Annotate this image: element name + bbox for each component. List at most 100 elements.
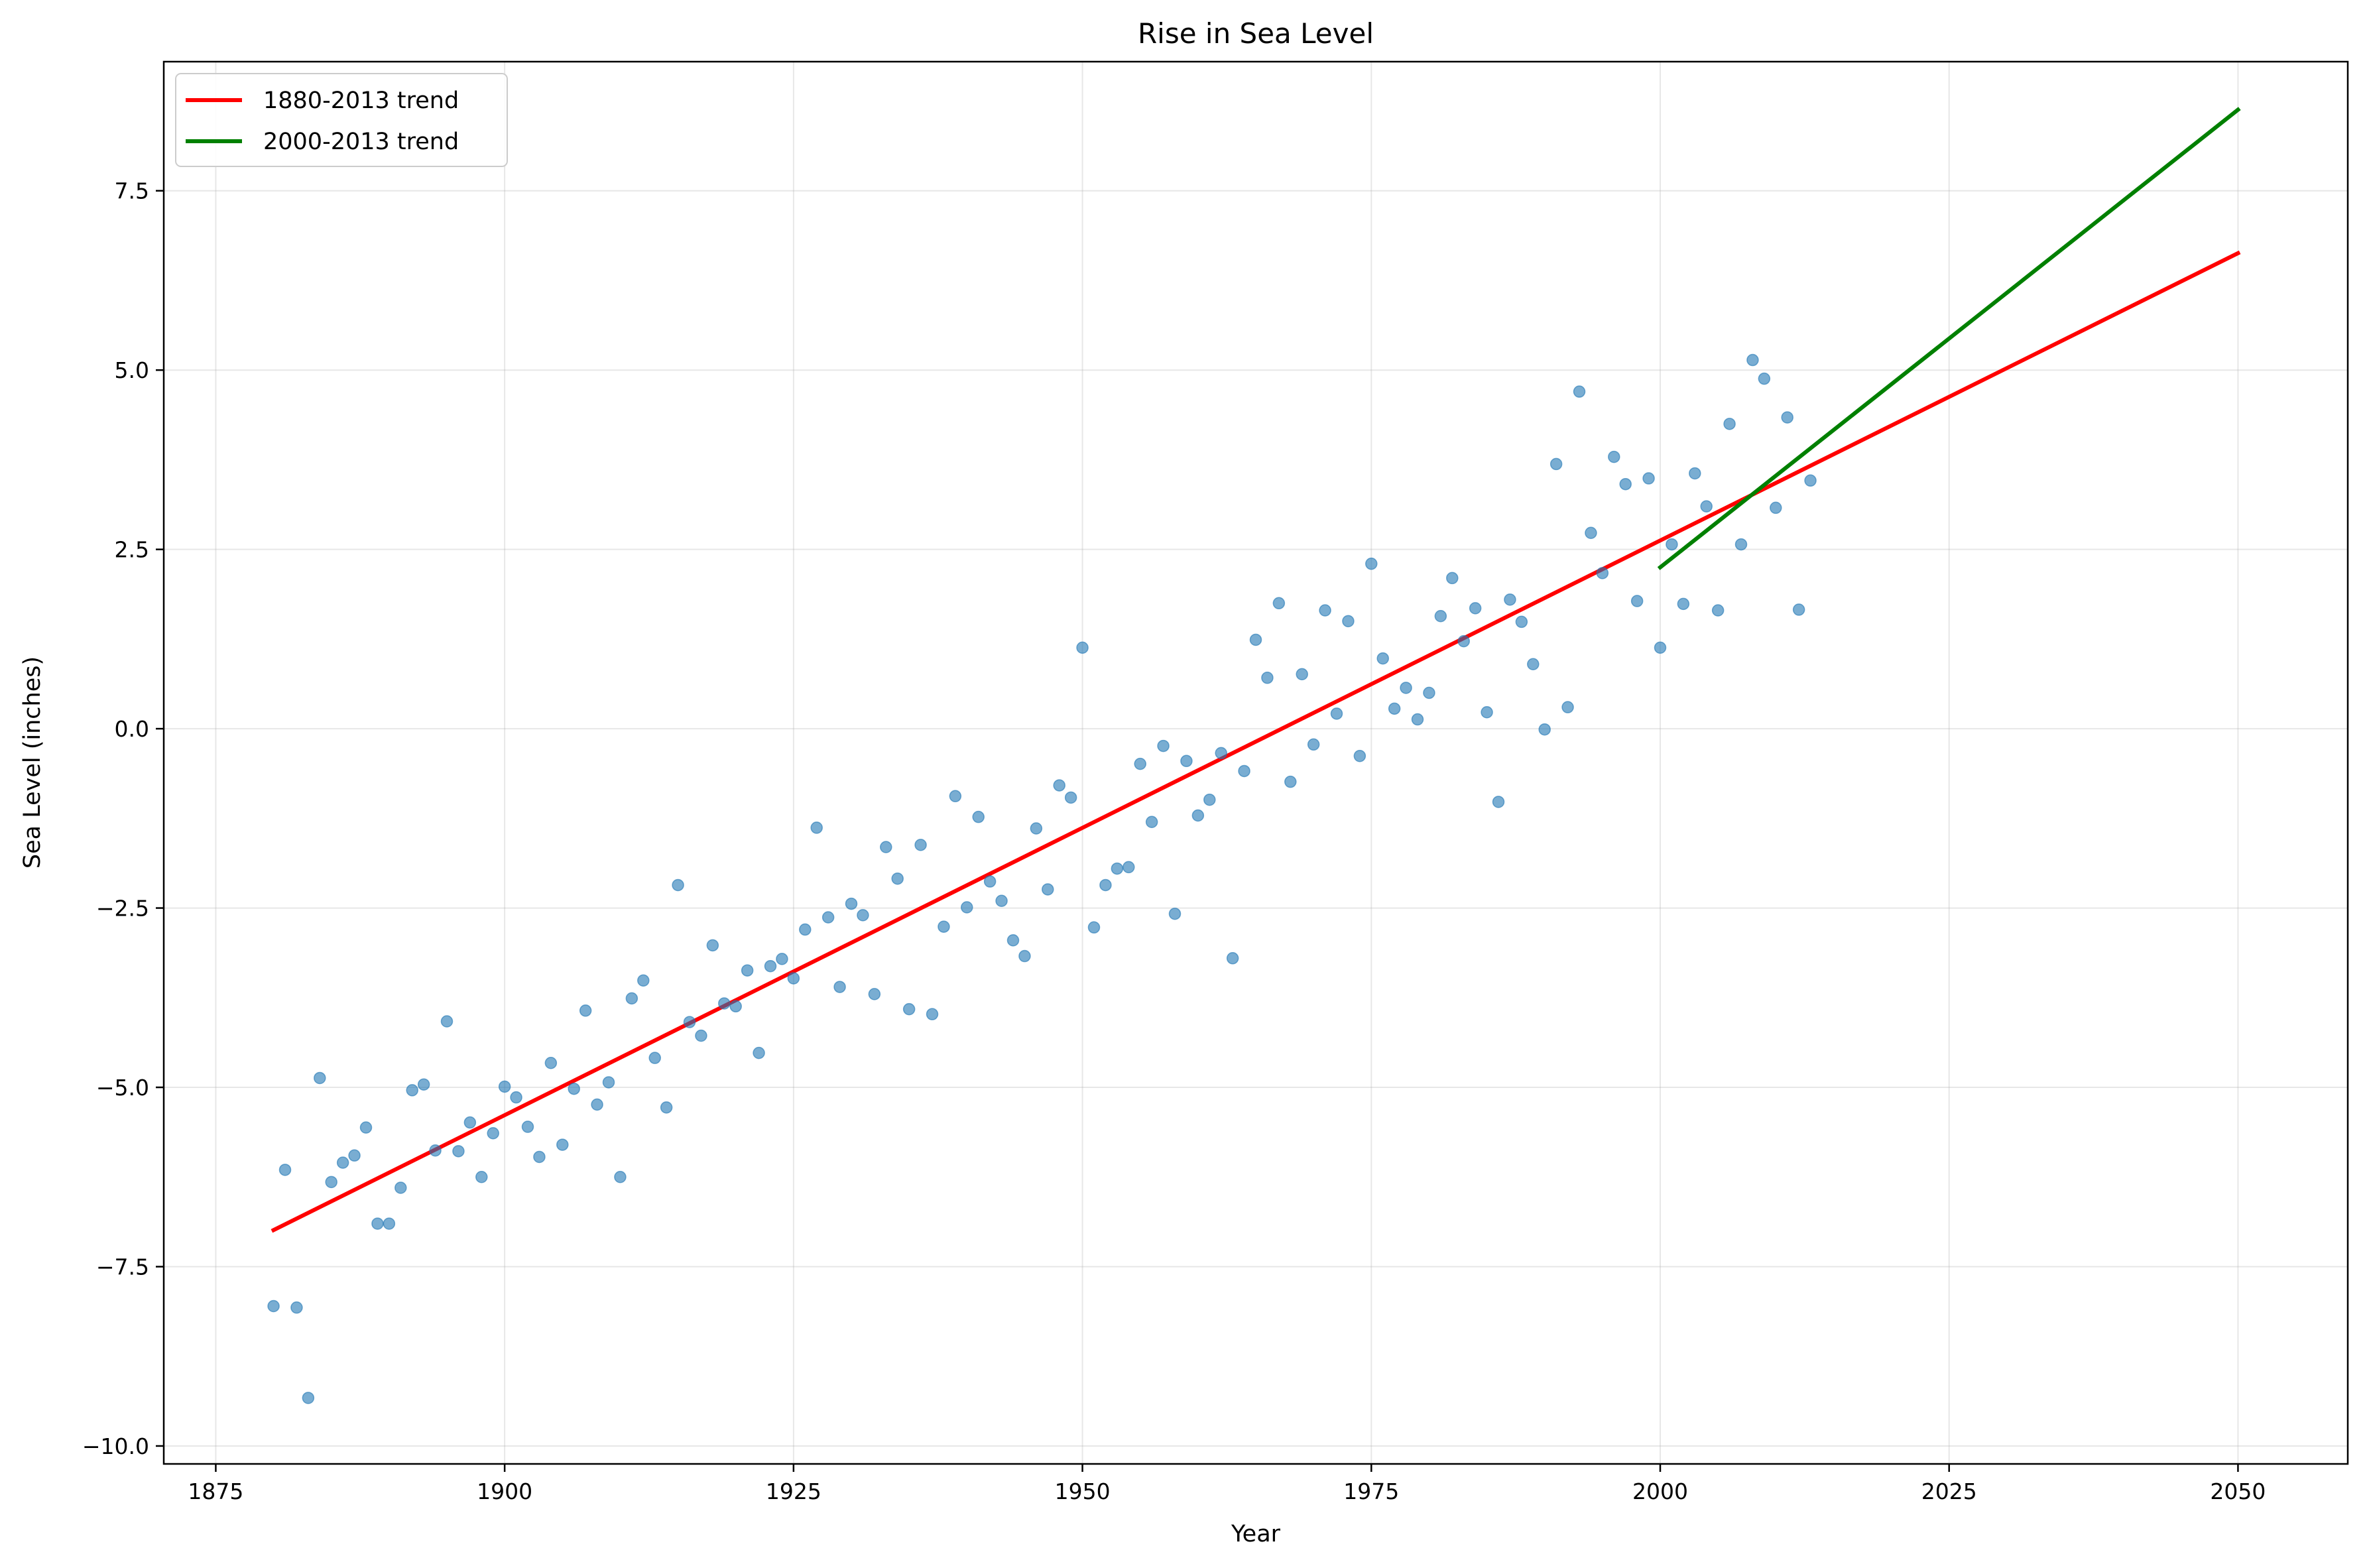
scatter-point — [718, 997, 731, 1010]
scatter-point — [440, 1015, 454, 1028]
scatter-point — [833, 981, 846, 993]
scatter-point — [1619, 477, 1632, 491]
scatter-point — [961, 901, 973, 914]
scatter-point — [336, 1156, 349, 1169]
scatter-point — [1157, 739, 1170, 753]
x-axis-ticks: 1875 1900 1925 1950 1975 2000 2025 2050 — [188, 1464, 2266, 1504]
scatter-point — [1238, 764, 1250, 778]
scatter-point — [1549, 457, 1563, 471]
scatter-point — [868, 988, 881, 1000]
scatter-point — [1111, 862, 1124, 875]
trend-line-0 — [271, 250, 2241, 1233]
legend-label-1880-2013-trend: 1880-2013 trend — [263, 88, 459, 114]
scatter-point — [891, 872, 904, 885]
scatter-point — [359, 1121, 373, 1134]
scatter-point — [926, 1008, 939, 1020]
scatter-point — [1006, 934, 1020, 947]
scatter-point — [776, 953, 788, 965]
scatter-point — [1689, 467, 1701, 480]
scatter-point — [1792, 603, 1805, 616]
scatter-point — [475, 1171, 488, 1183]
scatter-point — [556, 1138, 569, 1151]
x-tick-label: 2025 — [1921, 1478, 1977, 1504]
scatter-point — [1423, 686, 1435, 699]
y-tick-label: 7.5 — [115, 178, 149, 204]
scatter-point — [1573, 385, 1586, 398]
x-tick-label: 1900 — [477, 1478, 532, 1504]
scatter-point — [1330, 707, 1343, 720]
scatter-point — [625, 992, 638, 1005]
scatter-point — [1711, 604, 1725, 617]
scatter-point — [810, 821, 823, 834]
scatter-point — [938, 920, 950, 933]
scatter-point — [1700, 500, 1713, 513]
scatter-point — [1284, 775, 1297, 788]
scatter-point — [764, 959, 777, 973]
scatter-point — [1168, 907, 1182, 920]
scatter-point — [348, 1149, 361, 1162]
scatter-point — [1457, 634, 1470, 648]
scatter-point — [729, 1000, 742, 1013]
scatter-point — [1099, 878, 1112, 892]
scatter-point — [463, 1116, 477, 1129]
trend-lines — [271, 107, 2241, 1233]
scatter-point — [1585, 526, 1597, 540]
scatter-point — [371, 1217, 384, 1230]
x-tick-label: 2000 — [1632, 1478, 1688, 1504]
y-axis-ticks: −10.0 −7.5 −5.0 −2.5 0.0 2.5 5.0 7.5 — [82, 178, 164, 1459]
scatter-point — [741, 964, 754, 977]
scatter-point — [1388, 702, 1401, 715]
scatter-point — [1087, 921, 1101, 934]
scatter-point — [1272, 597, 1286, 610]
y-tick-label: −7.5 — [96, 1254, 149, 1280]
scatter-point — [568, 1082, 580, 1095]
x-tick-label: 1950 — [1055, 1478, 1111, 1504]
scatter-point — [614, 1171, 627, 1183]
scatter-point — [1434, 610, 1447, 623]
scatter-point — [1515, 615, 1528, 629]
scatter-point — [1504, 593, 1516, 606]
x-axis-label: Year — [1231, 1521, 1281, 1547]
scatter-point — [591, 1098, 603, 1111]
scatter-point — [394, 1181, 407, 1194]
scatter-point — [1561, 701, 1574, 713]
scatter-point — [660, 1101, 673, 1114]
scatter-point — [1411, 713, 1424, 726]
scatter-point — [1723, 418, 1736, 430]
scatter-point — [290, 1301, 303, 1314]
scatter-point — [1145, 815, 1158, 829]
scatter-point — [1307, 738, 1320, 751]
scatter-point — [579, 1004, 592, 1017]
y-tick-label: −5.0 — [96, 1075, 149, 1101]
scatter-point — [672, 878, 684, 892]
scatter-point — [1770, 501, 1782, 514]
scatter-point — [787, 972, 800, 985]
scatter-point — [799, 923, 812, 936]
scatter-point — [1654, 641, 1667, 654]
scatter-point — [1365, 558, 1378, 570]
scatter-point — [302, 1392, 315, 1404]
scatter-point — [902, 1002, 916, 1016]
scatter-point — [1261, 672, 1274, 684]
scatter-point — [487, 1127, 499, 1140]
scatter-point — [521, 1120, 534, 1133]
scatter-point — [1446, 572, 1459, 585]
grid — [164, 62, 2348, 1464]
scatter-point — [983, 875, 997, 888]
scatter-point — [1746, 353, 1759, 367]
scatter-point — [1642, 472, 1655, 485]
scatter-point — [1353, 749, 1366, 762]
scatter-point — [821, 911, 835, 924]
scatter-point — [880, 841, 892, 853]
scatter-point — [1042, 883, 1054, 896]
scatter-point — [1226, 952, 1239, 965]
scatter-point — [1481, 705, 1493, 719]
scatter-point — [1215, 747, 1227, 760]
scatter-point — [1538, 723, 1551, 736]
scatter-point — [1734, 538, 1748, 551]
y-tick-label: −2.5 — [96, 896, 149, 922]
scatter-point — [1319, 604, 1331, 617]
scatter-point — [417, 1078, 430, 1091]
scatter-point — [1469, 602, 1482, 615]
